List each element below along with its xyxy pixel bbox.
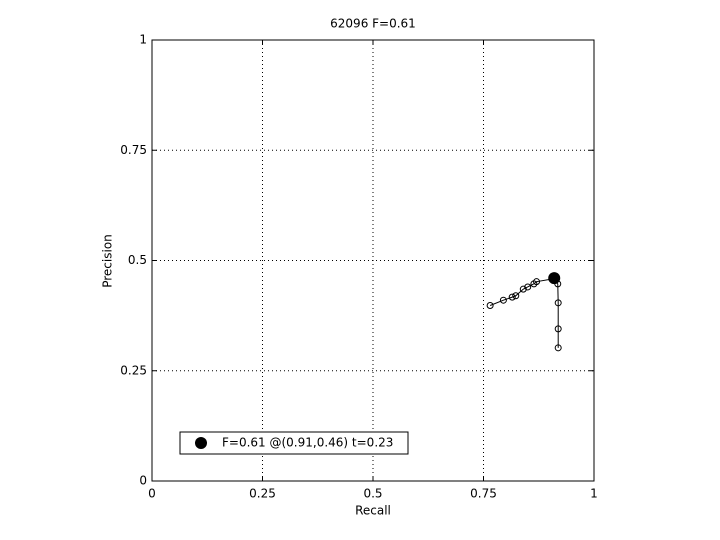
point bbox=[524, 283, 532, 291]
plot-frame bbox=[151, 39, 595, 482]
point bbox=[512, 292, 520, 300]
point bbox=[499, 296, 507, 304]
point bbox=[530, 280, 538, 288]
chart-title: 62096 F=0.61 bbox=[330, 17, 416, 31]
point bbox=[554, 299, 562, 307]
y-tick-label: 0 bbox=[139, 474, 147, 488]
x-tick-label: 0.25 bbox=[249, 487, 276, 501]
legend-box bbox=[179, 431, 409, 455]
y-axis-label: Precision bbox=[101, 234, 115, 288]
y-tick-label: 0.5 bbox=[128, 253, 147, 267]
point bbox=[554, 325, 562, 333]
x-tick-label: 1 bbox=[590, 487, 598, 501]
point bbox=[508, 293, 516, 301]
point bbox=[486, 301, 494, 309]
x-tick-label: 0.75 bbox=[470, 487, 497, 501]
point bbox=[519, 285, 527, 293]
y-tick-label: 0.75 bbox=[120, 143, 147, 157]
x-axis-label: Recall bbox=[355, 504, 391, 518]
y-tick-label: 0.25 bbox=[120, 363, 147, 377]
best-point bbox=[548, 272, 561, 285]
point bbox=[554, 344, 562, 352]
x-tick-label: 0 bbox=[148, 487, 156, 501]
legend-label: F=0.61 @(0.91,0.46) t=0.23 bbox=[222, 436, 393, 450]
x-tick-label: 0.5 bbox=[363, 487, 382, 501]
legend-marker bbox=[195, 437, 207, 449]
y-tick-label: 1 bbox=[139, 33, 147, 47]
